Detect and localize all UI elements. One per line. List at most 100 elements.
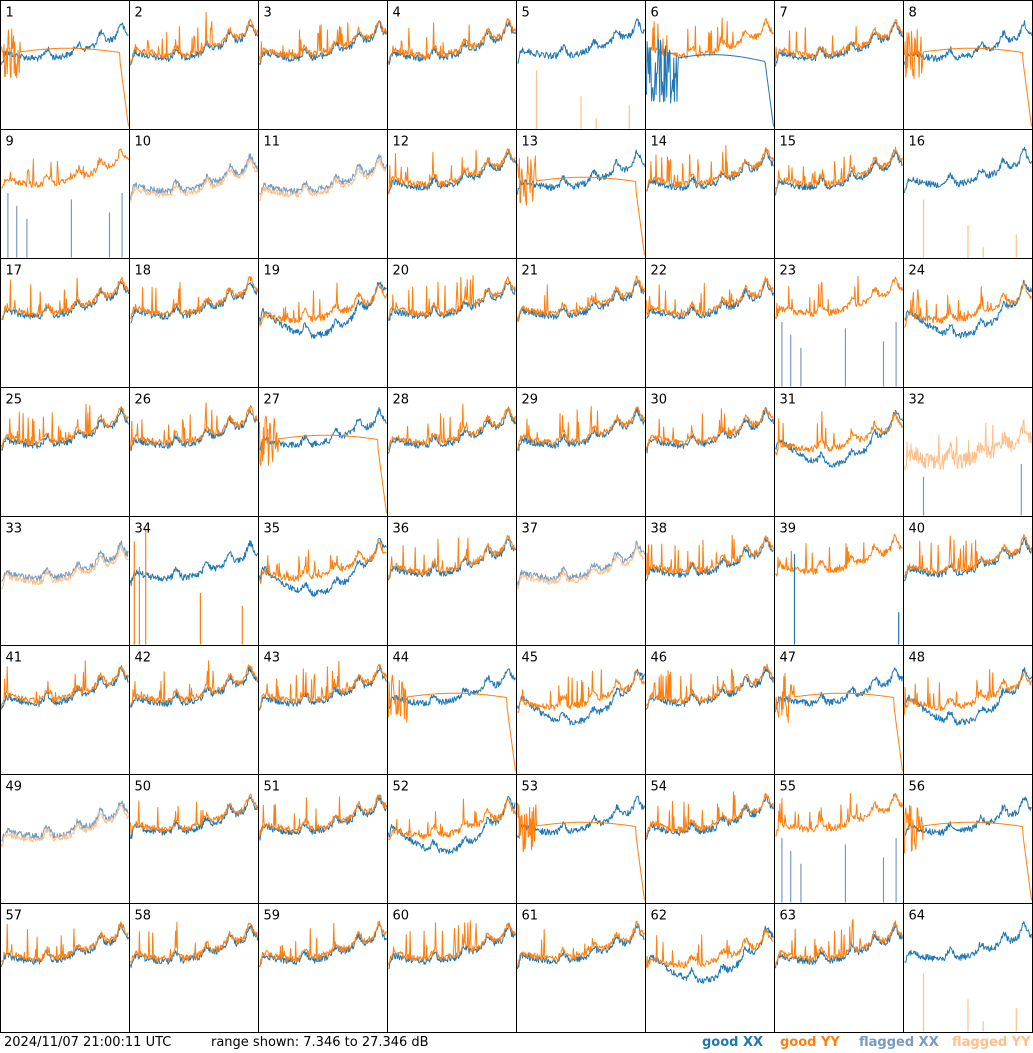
panel-number-label: 27 <box>264 393 281 408</box>
panel-number-label: 62 <box>651 909 668 924</box>
xx-series-line <box>775 149 903 196</box>
panel-number-label: 13 <box>522 135 539 150</box>
panel-number-label: 11 <box>264 135 281 150</box>
yy-series-line <box>130 275 258 319</box>
yy-series-line <box>130 11 258 65</box>
panel-52: 52 <box>387 774 517 904</box>
panel-number-label: 32 <box>909 393 926 408</box>
yy-series-line <box>259 282 387 327</box>
panel-2: 2 <box>129 0 259 130</box>
panel-10: 10 <box>129 129 259 259</box>
yy-series-line <box>904 282 1032 328</box>
panel-43: 43 <box>258 645 388 775</box>
xx-series-line <box>388 537 516 581</box>
xx-series-line <box>517 407 645 452</box>
yy-series-line <box>259 920 387 967</box>
panel-number-label: 40 <box>909 522 926 537</box>
xx-series-line <box>646 39 774 127</box>
panel-number-label: 2 <box>135 6 143 21</box>
flagged-yy-line <box>259 158 387 202</box>
panel-23: 23 <box>774 258 904 388</box>
panel-number-label: 15 <box>780 135 797 150</box>
panel-number-label: 7 <box>780 6 788 21</box>
xx-series-line <box>130 666 258 708</box>
panel-number-label: 56 <box>909 780 926 795</box>
legend-flagged-yy: flagged YY <box>952 1035 1031 1050</box>
panel-number-label: 18 <box>135 264 152 279</box>
panel-39: 39 <box>774 516 904 646</box>
panel-number-label: 4 <box>393 6 401 21</box>
yy-series-line <box>1 660 129 706</box>
xx-series-line <box>775 21 903 67</box>
xx-series-line <box>904 537 1032 582</box>
yy-series-line <box>517 155 645 256</box>
panel-61: 61 <box>516 903 646 1033</box>
panel-number-label: 14 <box>651 135 668 150</box>
yy-series-line <box>646 276 774 317</box>
panel-19: 19 <box>258 258 388 388</box>
xx-series-line <box>646 666 774 710</box>
panel-number-label: 30 <box>651 393 668 408</box>
yy-series-line <box>388 534 516 580</box>
yy-series-line <box>388 275 516 319</box>
xx-series-line <box>904 146 1032 194</box>
range-label: range shown: 7.346 to 27.346 dB <box>211 1035 429 1050</box>
xx-series-line <box>388 280 516 321</box>
panel-31: 31 <box>774 387 904 517</box>
xx-series-line <box>517 149 645 195</box>
panel-number-label: 48 <box>909 651 926 666</box>
panel-11: 11 <box>258 129 388 259</box>
panel-number-label: 54 <box>651 780 668 795</box>
yy-series-line <box>388 674 516 772</box>
yy-series-line <box>130 921 258 964</box>
panel-57: 57 <box>0 903 130 1033</box>
panel-number-label: 43 <box>264 651 281 666</box>
yy-series-line <box>646 791 774 837</box>
xx-series-line <box>388 923 516 970</box>
xx-series-line <box>388 668 516 710</box>
panel-number-label: 10 <box>135 135 152 150</box>
yy-series-line <box>130 660 258 705</box>
xx-series-line <box>130 796 258 840</box>
footer-bar: 2024/11/07 21:00:11 UTC range shown: 7.3… <box>0 1033 1033 1053</box>
panel-number-label: 22 <box>651 264 668 279</box>
xx-series-line <box>130 282 258 324</box>
xx-series-line <box>646 925 774 984</box>
xx-series-line <box>1 406 129 451</box>
xx-series-line <box>517 923 645 969</box>
xx-series-line <box>1 923 129 967</box>
panel-51: 51 <box>258 774 388 904</box>
panel-number-label: 20 <box>393 264 410 279</box>
panel-36: 36 <box>387 516 517 646</box>
panel-21: 21 <box>516 258 646 388</box>
xx-series-line <box>388 407 516 454</box>
xx-series-line <box>517 279 645 323</box>
yy-series-line <box>517 406 645 451</box>
panel-number-label: 37 <box>522 522 539 537</box>
xx-series-line <box>904 796 1032 837</box>
panel-number-label: 1 <box>6 6 14 21</box>
yy-series-line <box>775 672 903 772</box>
panel-54: 54 <box>645 774 775 904</box>
panel-border <box>387 0 517 130</box>
xx-series-line <box>904 920 1032 963</box>
yy-series-line <box>1 403 129 449</box>
xx-series-line <box>775 667 903 710</box>
yy-series-line <box>775 146 903 191</box>
yy-series-line <box>388 403 516 451</box>
xx-series-line <box>646 795 774 840</box>
yy-series-line <box>775 792 903 837</box>
panel-59: 59 <box>258 903 388 1033</box>
flagged-yy-line <box>130 158 258 203</box>
xx-series-line <box>259 794 387 841</box>
panel-41: 41 <box>0 645 130 775</box>
xx-series-line <box>388 20 516 66</box>
panel-number-label: 29 <box>522 393 539 408</box>
panel-34: 34 <box>129 516 259 646</box>
panel-number-label: 42 <box>135 651 152 666</box>
panel-30: 30 <box>645 387 775 517</box>
panel-number-label: 64 <box>909 909 926 924</box>
panel-number-label: 45 <box>522 651 539 666</box>
panel-number-label: 63 <box>780 909 797 924</box>
panel-number-label: 35 <box>264 522 281 537</box>
